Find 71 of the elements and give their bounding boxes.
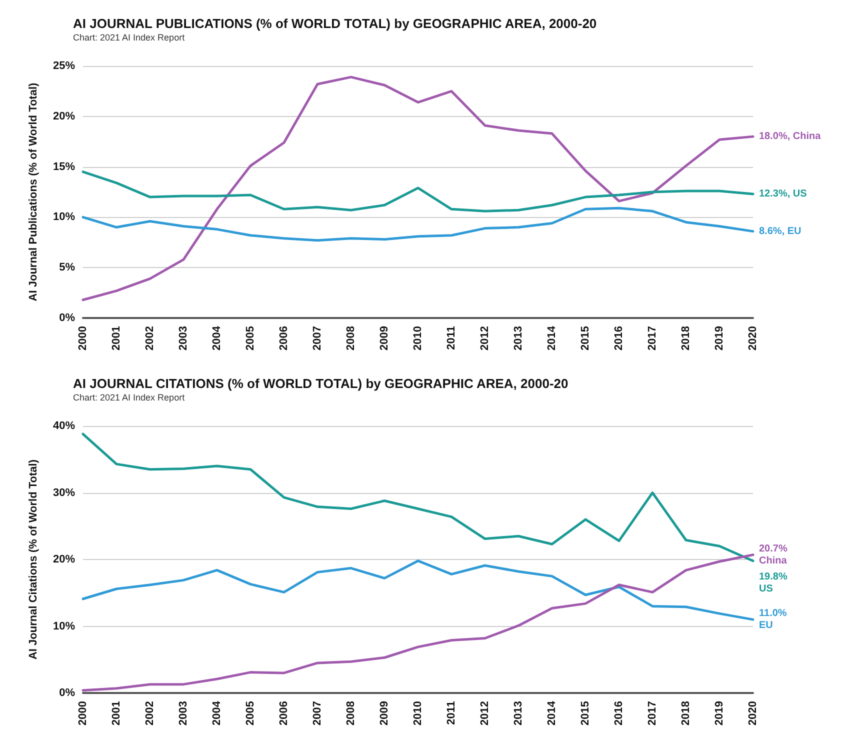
x-tick-label: 2003 [178, 701, 190, 726]
x-tick-label: 2004 [211, 700, 223, 726]
x-tick-label: 2011 [446, 326, 458, 350]
y-tick-label: 0% [59, 687, 76, 699]
y-tick-label: 20% [52, 554, 76, 566]
x-tick-label: 2003 [178, 326, 190, 350]
line-series [82, 560, 754, 621]
y-tick-label: 10% [52, 620, 76, 632]
x-tick-label: 2019 [714, 326, 726, 350]
line-series [82, 76, 754, 302]
annotation: 19.8% US [759, 571, 788, 594]
annotation: 11.0% EU [759, 608, 787, 632]
x-tick-label: 2002 [144, 701, 156, 726]
y-tick-label: 20% [52, 110, 76, 122]
x-tick-label: 2016 [613, 701, 625, 726]
line-series [82, 432, 754, 562]
y-axis-title: AI Journal Citations (% of World Total) [28, 459, 40, 660]
x-tick-label: 2020 [747, 701, 759, 726]
x-tick-label: 2012 [479, 326, 491, 350]
y-tick-label: 10% [52, 211, 76, 224]
x-tick-label: 2002 [144, 326, 156, 350]
x-tick-label: 2006 [278, 326, 290, 350]
x-tick-label: 2019 [714, 701, 726, 726]
text: Chart: 2021 AI Index Report [73, 32, 186, 42]
x-tick-label: 2012 [479, 701, 491, 726]
x-tick-label: 2011 [446, 701, 458, 725]
y-tick-label: 0% [59, 312, 76, 324]
x-tick-label: 2018 [680, 326, 692, 350]
x-tick-label: 2008 [345, 701, 357, 726]
x-tick-label: 2013 [512, 701, 524, 726]
line-series [82, 206, 754, 242]
annotation: 18.0%, China [759, 131, 822, 142]
x-tick-label: 2006 [278, 701, 290, 726]
x-tick-label: 2015 [580, 701, 592, 726]
x-tick-label: 2015 [580, 326, 592, 350]
annotation: 8.6%, EU [759, 226, 802, 237]
x-tick-label: 2004 [211, 325, 223, 350]
x-tick-label: 2005 [244, 326, 256, 350]
y-tick-label: 15% [52, 160, 76, 173]
annotation: 20.7% China [759, 543, 788, 566]
x-tick-label: 2013 [512, 326, 524, 350]
y-axis-title: AI Journal Publications (% of World Total) [28, 82, 40, 302]
x-tick-label: 2014 [546, 325, 558, 350]
x-tick-label: 2005 [244, 701, 256, 726]
annotation: 12.3%, US [759, 188, 808, 200]
x-tick-label: 2009 [378, 701, 390, 726]
line-series [82, 554, 754, 692]
x-tick-label: 2017 [646, 701, 658, 726]
y-tick-label: 30% [52, 486, 76, 499]
x-tick-label: 2000 [77, 326, 89, 350]
chart-title: AI JOURNAL CITATIONS (% of WORLD TOTAL) by GEOGRAPHIC AREA, 2000-20 [73, 376, 568, 391]
text: Chart: 2021 AI Index Report [73, 392, 186, 402]
x-tick-label: 2000 [77, 701, 89, 726]
x-tick-label: 2008 [345, 326, 357, 350]
y-tick-label: 40% [52, 420, 76, 432]
x-tick-label: 2007 [312, 326, 324, 350]
y-tick-label: 5% [59, 262, 76, 274]
x-tick-label: 2010 [412, 701, 424, 726]
x-tick-label: 2016 [613, 326, 625, 350]
x-tick-label: 2018 [680, 701, 692, 726]
x-tick-label: 2009 [378, 326, 390, 350]
x-tick-label: 2001 [110, 701, 122, 726]
y-tick-label: 25% [52, 60, 76, 72]
x-tick-label: 2014 [546, 700, 558, 726]
line-series [82, 170, 754, 212]
chart-title: AI JOURNAL PUBLICATIONS (% of WORLD TOTAL) by GEOGRAPHIC AREA, 2000-20 [73, 16, 597, 31]
x-tick-label: 2010 [412, 326, 424, 350]
x-tick-label: 2017 [646, 326, 658, 350]
x-tick-label: 2001 [110, 326, 122, 350]
x-tick-label: 2007 [312, 701, 324, 726]
x-tick-label: 2020 [747, 326, 759, 350]
